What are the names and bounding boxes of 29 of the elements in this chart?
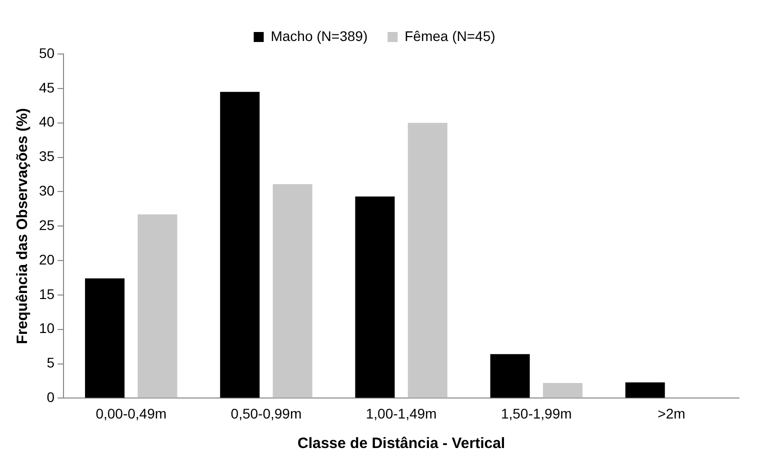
bar bbox=[355, 196, 395, 398]
bar bbox=[542, 383, 582, 398]
x-tick-label: 0,50-0,99m bbox=[230, 405, 302, 422]
y-tick-label: 10 bbox=[38, 320, 55, 336]
y-tick-label: 35 bbox=[38, 148, 55, 164]
bar bbox=[490, 354, 530, 398]
y-axis-title: Frequência das Observações (%) bbox=[14, 108, 32, 344]
y-tick-label: 40 bbox=[38, 114, 55, 130]
y-tick-label: 15 bbox=[38, 286, 55, 302]
y-tick-label: 25 bbox=[38, 216, 55, 233]
x-tick-label: 1,50-1,99m bbox=[500, 405, 572, 422]
bar bbox=[138, 214, 178, 398]
legend-label: Macho (N=389) bbox=[270, 28, 368, 44]
bar bbox=[272, 184, 312, 398]
bar bbox=[85, 278, 125, 398]
y-tick-label: 45 bbox=[38, 79, 55, 96]
legend-label: Fêmea (N=45) bbox=[404, 28, 496, 44]
bar bbox=[408, 122, 448, 398]
x-tick-label: 0,00-0,49m bbox=[96, 405, 167, 422]
y-tick-label: 20 bbox=[38, 251, 55, 268]
y-tick-label: 5 bbox=[46, 354, 55, 371]
bar bbox=[625, 382, 665, 398]
y-tick-label: 0 bbox=[46, 389, 55, 406]
y-tick-label: 30 bbox=[38, 182, 55, 199]
x-tick-label: >2m bbox=[658, 405, 686, 422]
x-axis-title: Classe de Distância - Vertical bbox=[297, 435, 506, 452]
x-tick-label: 1,00-1,49m bbox=[366, 405, 437, 422]
y-tick-label: 50 bbox=[38, 44, 55, 61]
bar bbox=[220, 92, 260, 398]
